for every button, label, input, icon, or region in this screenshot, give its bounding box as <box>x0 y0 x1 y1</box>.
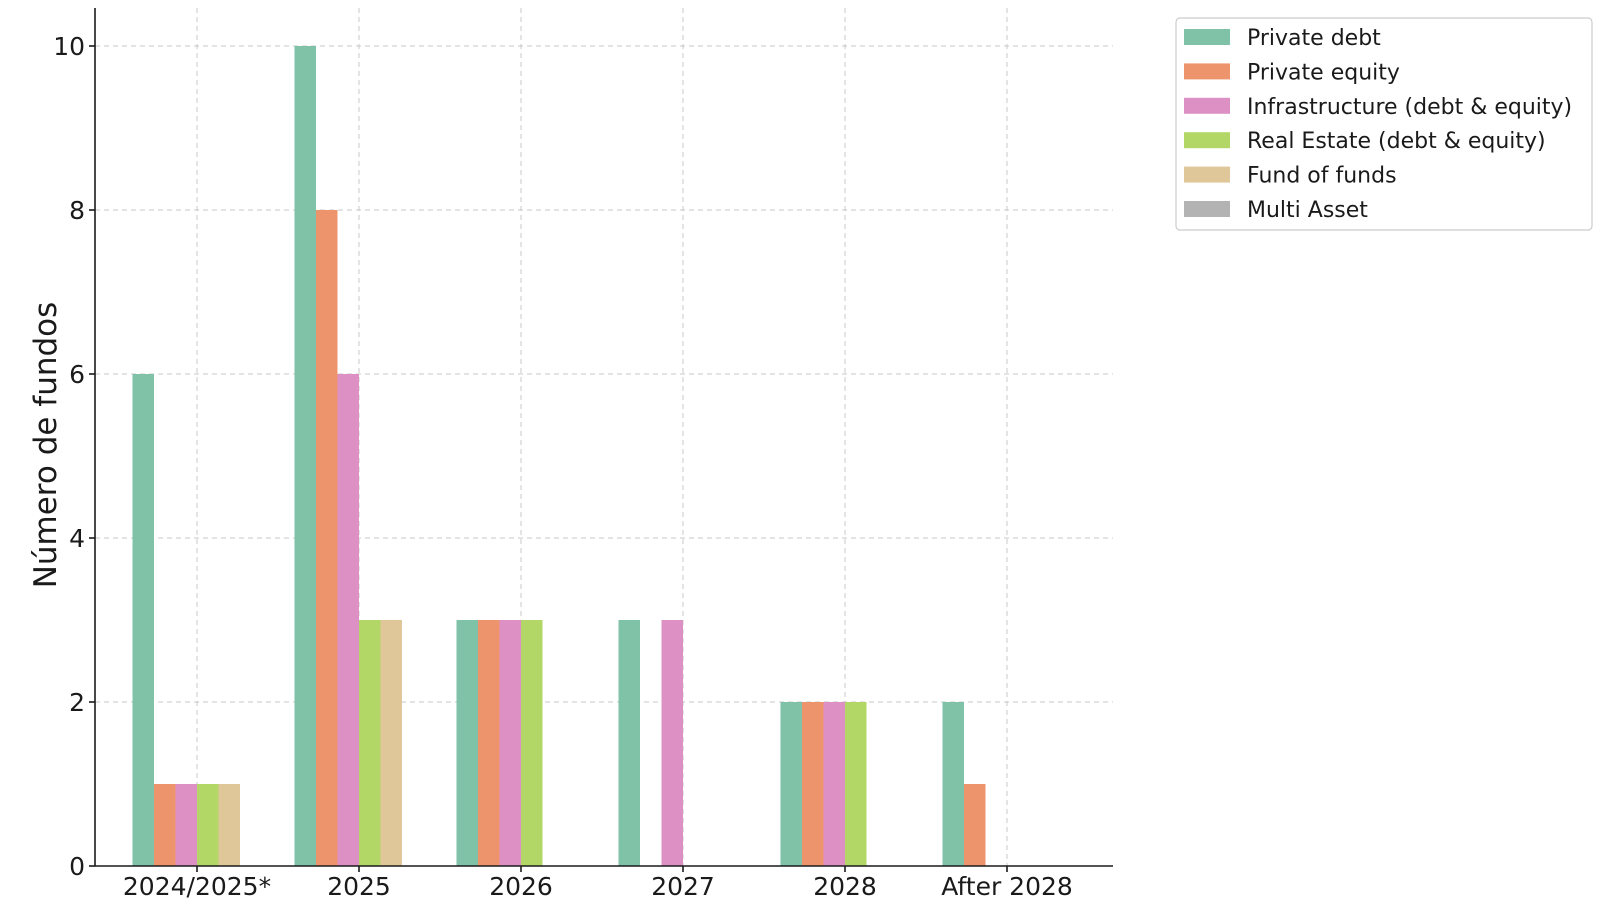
legend-swatch <box>1184 166 1230 183</box>
bar-real-estate-debt-equity <box>521 620 543 866</box>
legend-swatch <box>1184 201 1230 217</box>
legend-swatch <box>1184 97 1230 114</box>
legend-label: Real Estate (debt & equity) <box>1247 129 1546 154</box>
x-tick-label: 2027 <box>651 872 715 901</box>
bar-private-debt <box>618 620 640 866</box>
legend-swatch <box>1184 132 1230 149</box>
x-tick-label: After 2028 <box>941 872 1073 901</box>
x-tick-label: 2028 <box>813 872 877 901</box>
bar-private-debt <box>942 702 964 866</box>
bar-private-equity <box>478 620 500 866</box>
x-tick-label: 2024/2025* <box>123 872 271 901</box>
axes: 0 2 4 6 8 10 2024/2025* 2025 2026 2027 2028 After 2… <box>53 8 1113 901</box>
bar-private-equity <box>802 702 824 866</box>
bar-private-debt <box>294 46 316 866</box>
legend: Private debt Private equity Infrastructure… <box>1175 17 1593 231</box>
legend-frame <box>1175 17 1593 231</box>
y-tick-label: 4 <box>69 524 85 553</box>
legend-label: Private debt <box>1247 26 1381 51</box>
bar-real-estate-debt-equity <box>359 620 381 866</box>
bar-private-debt <box>456 620 478 866</box>
bar-infrastructure-debt-equity <box>499 620 521 866</box>
legend-label: Fund of funds <box>1247 164 1397 189</box>
bar-private-debt <box>780 702 802 866</box>
bar-private-equity <box>154 784 176 866</box>
legend-label: Infrastructure (debt & equity) <box>1247 95 1572 120</box>
y-tick-label: 10 <box>53 32 85 61</box>
bar-private-debt <box>132 374 154 866</box>
bar-fund-of-funds <box>380 620 402 866</box>
y-tick-label: 2 <box>69 688 85 717</box>
bar-fund-of-funds <box>218 784 240 866</box>
x-tick-label: 2026 <box>489 872 553 901</box>
bar-infrastructure-debt-equity <box>661 620 683 866</box>
x-tick-label: 2025 <box>327 872 391 901</box>
y-axis-title: Número de fundos <box>28 302 64 589</box>
bar-real-estate-debt-equity <box>197 784 219 866</box>
bar-real-estate-debt-equity <box>845 702 867 866</box>
bar-infrastructure-debt-equity <box>175 784 197 866</box>
legend-label: Private equity <box>1247 60 1400 85</box>
bar-private-equity <box>316 210 338 866</box>
legend-label: Multi Asset <box>1247 198 1368 223</box>
bar-infrastructure-debt-equity <box>823 702 845 866</box>
legend-swatch <box>1184 29 1230 45</box>
legend-swatch <box>1184 63 1230 80</box>
y-tick-label: 0 <box>69 852 85 881</box>
bar-infrastructure-debt-equity <box>337 374 359 866</box>
bars <box>132 46 986 866</box>
y-tick-label: 6 <box>69 360 85 389</box>
bar-private-equity <box>964 784 986 866</box>
y-tick-label: 8 <box>69 196 85 225</box>
